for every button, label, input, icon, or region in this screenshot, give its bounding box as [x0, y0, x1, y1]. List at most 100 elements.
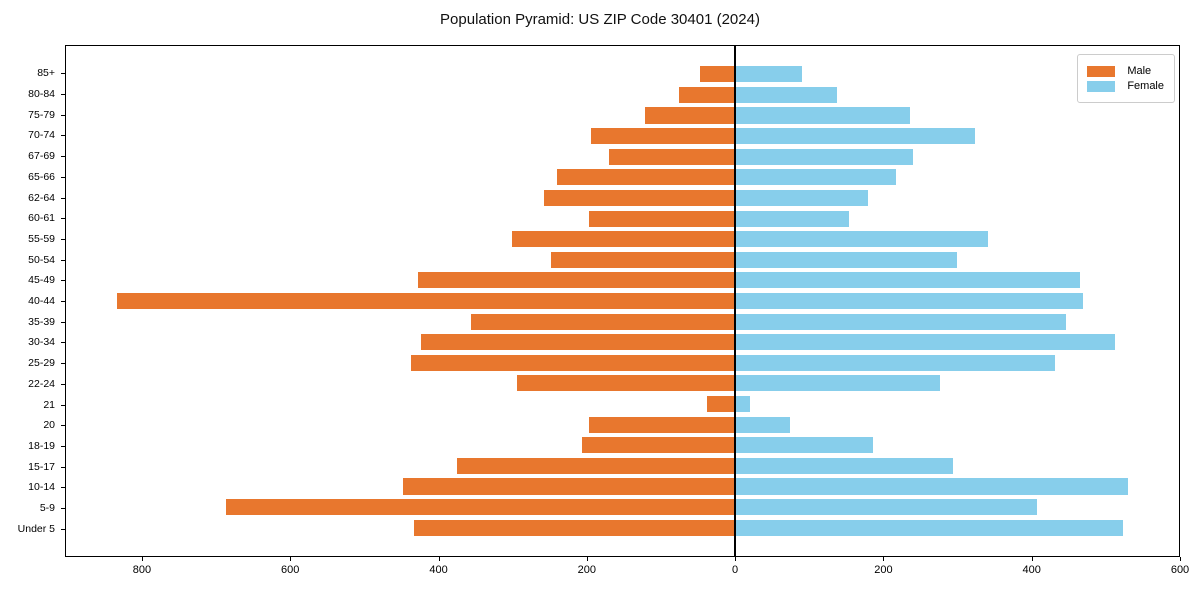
x-axis-tick-label: 400	[1022, 564, 1041, 576]
y-axis-tick-label: Under 5	[17, 522, 55, 535]
female-bar	[734, 519, 1124, 536]
bar-row-20	[66, 414, 1179, 435]
male-bar	[470, 313, 735, 330]
y-axis-tick-label: 50-54	[28, 253, 55, 266]
y-axis-tick-mark	[61, 404, 65, 406]
legend-entry-female: Female	[1087, 80, 1164, 92]
male-legend-label: Male	[1127, 65, 1152, 77]
male-bar	[543, 189, 735, 206]
male-bar	[411, 354, 735, 371]
y-axis-tick-mark	[61, 321, 65, 323]
x-axis-tick-mark	[290, 557, 292, 561]
bar-rows	[66, 64, 1179, 538]
bar-row-70-74	[66, 126, 1179, 147]
x-axis-tick-label: 200	[577, 564, 596, 576]
y-axis-row: 45-49	[0, 270, 65, 291]
x-axis-tick-mark	[438, 557, 440, 561]
male-bar	[512, 231, 735, 248]
female-bar	[734, 313, 1067, 330]
female-bar	[734, 128, 975, 145]
y-axis-row: 21	[0, 394, 65, 415]
bar-row-30-34	[66, 332, 1179, 353]
female-bar	[734, 396, 750, 413]
y-axis-row: 10-14	[0, 477, 65, 498]
x-axis-tick-label: 800	[132, 564, 152, 576]
male-bar	[589, 416, 735, 433]
male-bar	[550, 251, 735, 268]
male-bar	[700, 66, 735, 83]
y-axis-tick-label: 85+	[37, 67, 55, 80]
female-bar	[734, 107, 910, 124]
bar-row-40-44	[66, 291, 1179, 312]
female-bar	[734, 86, 838, 103]
y-axis-tick-mark	[61, 363, 65, 365]
bar-row-22-24	[66, 373, 1179, 394]
male-bar	[413, 519, 735, 536]
y-axis-tick-label: 75-79	[28, 108, 55, 121]
y-axis-tick-label: 25-29	[28, 357, 55, 370]
bar-row-15-17	[66, 456, 1179, 477]
male-bar	[557, 169, 735, 186]
male-bar	[679, 86, 735, 103]
female-bar	[734, 251, 957, 268]
female-bar	[734, 499, 1037, 516]
y-axis-row: 65-66	[0, 167, 65, 188]
x-axis-tick-label: 600	[281, 564, 300, 576]
bar-row-35-39	[66, 311, 1179, 332]
y-axis-tick-mark	[61, 446, 65, 447]
y-axis-row: 22-24	[0, 374, 65, 395]
bar-row-60-61	[66, 208, 1179, 229]
male-bar	[116, 292, 735, 310]
y-axis-tick-label: 70-74	[28, 129, 55, 142]
bar-row-under-5	[66, 517, 1179, 538]
y-axis-tick-mark	[61, 508, 65, 510]
y-axis-row: 20	[0, 415, 65, 436]
female-bar	[734, 66, 802, 83]
y-axis-row: 5-9	[0, 498, 65, 519]
y-axis-tick-mark	[61, 238, 65, 240]
y-axis-tick-mark	[61, 466, 65, 468]
y-axis-tick-mark	[61, 197, 65, 199]
female-legend-label: Female	[1127, 80, 1164, 92]
y-axis-tick-label: 40-44	[28, 295, 55, 308]
y-axis-tick-mark	[61, 176, 65, 178]
bar-row-65-66	[66, 167, 1179, 188]
bar-row-18-19	[66, 435, 1179, 456]
female-bar	[734, 189, 869, 206]
y-axis-tick-label: 5-9	[39, 502, 55, 515]
y-axis-tick-mark	[61, 528, 65, 530]
male-bar	[582, 437, 735, 454]
bar-row-25-29	[66, 353, 1179, 374]
x-axis-tick-label: 400	[429, 564, 448, 576]
bar-row-67-69	[66, 146, 1179, 167]
y-axis-tick-mark	[61, 73, 65, 75]
female-bar	[734, 478, 1128, 495]
y-axis-row: 75-79	[0, 104, 65, 125]
chart-title: Population Pyramid: US ZIP Code 30401 (2…	[440, 11, 760, 28]
y-axis-tick-label: 22-24	[28, 377, 55, 390]
y-axis-row: 80-84	[0, 84, 65, 105]
male-bar	[644, 107, 735, 124]
y-axis-tick-mark	[61, 218, 65, 220]
y-axis-row: Under 5	[0, 518, 65, 539]
y-axis-tick-mark	[61, 383, 65, 385]
y-axis-row: 67-69	[0, 146, 65, 167]
x-axis-tick-mark	[1180, 557, 1181, 561]
x-axis-tick-label: 200	[874, 564, 893, 576]
male-bar	[403, 478, 735, 495]
y-axis-row: 15-17	[0, 456, 65, 477]
x-axis-tick-mark	[586, 557, 588, 561]
x-axis-tick-label: 600	[1170, 564, 1190, 576]
y-axis-row: 40-44	[0, 291, 65, 312]
y-axis-tick-mark	[61, 94, 65, 96]
y-axis-tick-mark	[61, 156, 65, 158]
male-bar	[225, 499, 735, 516]
y-axis-tick-mark	[61, 425, 65, 427]
legend-entry-male: Male	[1087, 65, 1164, 77]
male-bar	[418, 272, 735, 289]
male-bar	[421, 334, 735, 351]
male-bar	[706, 396, 735, 413]
x-axis-tick-label: 0	[732, 564, 739, 576]
y-axis-tick-mark	[61, 259, 65, 261]
female-bar	[734, 354, 1055, 371]
